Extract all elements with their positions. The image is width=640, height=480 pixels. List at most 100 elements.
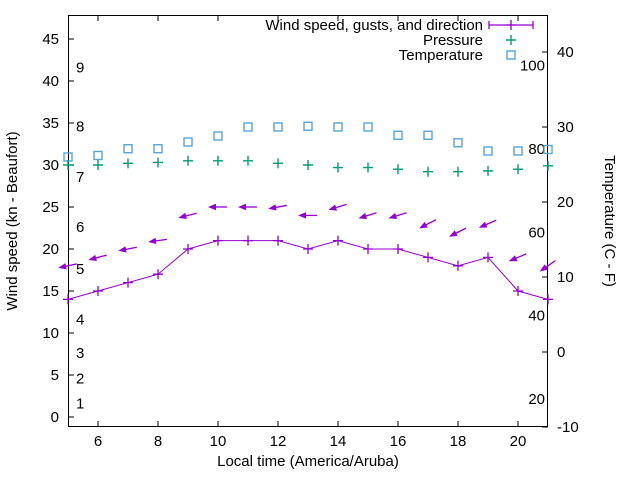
pressure-point: [543, 160, 553, 171]
pressure-point: [243, 155, 253, 166]
gust-arrow-head: [358, 212, 368, 220]
gust-direction-arrow: [208, 203, 227, 211]
legend-label-pressure: Pressure: [423, 32, 483, 49]
wind-speed-series: [63, 235, 553, 305]
wind-speed-marker: [63, 294, 73, 305]
pressure-point: [63, 160, 73, 170]
pressure-point: [513, 164, 523, 175]
temperature-point: [423, 130, 433, 140]
gust-arrow-head: [208, 203, 216, 211]
pressure-point: [213, 155, 223, 166]
wind-speed-marker: [363, 244, 373, 254]
temperature-point: [363, 122, 373, 132]
temperature-point: [333, 122, 343, 132]
fahrenheit-label: 60: [528, 224, 545, 241]
pressure-point: [483, 165, 493, 176]
wind-tick-label: 30: [42, 157, 59, 174]
gust-arrow-head: [148, 237, 157, 245]
gust-direction-arrow: [449, 227, 467, 237]
gust-arrow-shaft: [123, 246, 137, 251]
wind-tick-label: 10: [42, 325, 59, 342]
gust-direction-arrow: [148, 237, 168, 245]
wind-tick-label: 40: [42, 73, 59, 90]
temperature-point: [153, 144, 163, 154]
x-tick-label: 20: [510, 433, 527, 450]
pressure-point: [93, 160, 103, 170]
beaufort-label: 4: [76, 312, 84, 329]
wind-speed-marker: [273, 235, 283, 246]
gust-arrow-head: [419, 221, 428, 229]
beaufort-label: 6: [76, 219, 84, 236]
gust-arrow-head: [478, 221, 488, 228]
x-tick-label: 16: [390, 433, 407, 450]
beaufort-scale-labels: 1 2 3 4 5 6 7 8 9: [76, 60, 84, 413]
gust-direction-arrow: [328, 203, 347, 211]
wind-tick-label: 20: [42, 241, 59, 258]
gust-arrow-shaft: [514, 253, 527, 260]
beaufort-label: 5: [76, 261, 84, 278]
celsius-tick-label: 20: [557, 194, 574, 211]
gust-direction-arrow: [358, 212, 377, 220]
gust-direction-arrow: [539, 260, 556, 272]
gust-direction-arrow: [88, 254, 107, 262]
beaufort-label: 9: [76, 60, 84, 77]
x-tick-label: 18: [450, 433, 467, 450]
plot-border: [68, 15, 548, 427]
gust-arrow-head: [508, 255, 518, 262]
temperature-point: [513, 146, 523, 156]
fahrenheit-label: 20: [528, 391, 545, 408]
gust-direction-arrow: [238, 203, 257, 211]
wind-tick-label: 0: [51, 409, 59, 426]
celsius-tick-label: 30: [557, 119, 574, 136]
gust-arrow-shaft: [63, 263, 77, 268]
pressure-point: [393, 164, 403, 175]
gust-arrow-head: [88, 254, 97, 262]
gust-arrow-head: [388, 212, 398, 220]
wind-axis-title: Wind speed (kn - Beaufort): [4, 131, 21, 310]
wind-tick-label: 35: [42, 115, 59, 132]
x-tick-label: 6: [94, 433, 102, 450]
temperature-point: [453, 138, 463, 148]
gust-arrow-head: [328, 204, 338, 211]
wind-speed-marker: [543, 294, 553, 305]
gust-arrow-shaft: [544, 260, 556, 269]
gust-arrow-head: [178, 212, 187, 219]
pressure-point: [303, 160, 313, 170]
wind-speed-marker: [303, 244, 313, 254]
temperature-axis-ticks: -10 0 10 20 30 40: [542, 44, 579, 436]
wind-gust-arrows: [58, 203, 556, 272]
pressure-point: [183, 155, 193, 166]
gust-arrow-head: [268, 204, 277, 211]
beaufort-label: 8: [76, 118, 84, 135]
legend-sample-wind: [488, 20, 534, 30]
temperature-point: [303, 121, 313, 131]
temperature-point: [183, 137, 193, 147]
temperature-point: [543, 144, 553, 155]
beaufort-label: 1: [76, 396, 84, 413]
pressure-point: [333, 162, 343, 173]
wind-speed-marker: [243, 235, 253, 246]
pressure-series: [63, 155, 553, 177]
celsius-tick-label: 0: [557, 344, 565, 361]
wind-speed-marker: [183, 244, 193, 254]
gust-arrow-shaft: [424, 219, 437, 227]
pressure-point: [423, 166, 433, 177]
gust-arrow-head: [58, 263, 67, 270]
legend-sample-pressure: [506, 35, 516, 45]
x-tick-label: 14: [330, 433, 347, 450]
gust-arrow-head: [238, 203, 246, 211]
wind-tick-label: 5: [51, 367, 59, 384]
gust-arrow-head: [118, 246, 127, 253]
celsius-tick-label: -10: [557, 419, 579, 436]
wind-tick-label: 45: [42, 31, 59, 48]
pressure-point: [363, 162, 373, 173]
fahrenheit-scale-labels: 20 40 60 80 100: [520, 58, 545, 408]
wind-speed-marker: [453, 260, 463, 271]
legend-label-wind: Wind speed, gusts, and direction: [265, 17, 483, 34]
gust-direction-arrow: [118, 246, 137, 253]
gust-arrow-head: [539, 264, 549, 272]
celsius-tick-label: 40: [557, 44, 574, 61]
pressure-point: [153, 157, 163, 168]
x-axis-ticks: 6 8 10 12 14 16 18 20: [94, 15, 527, 450]
